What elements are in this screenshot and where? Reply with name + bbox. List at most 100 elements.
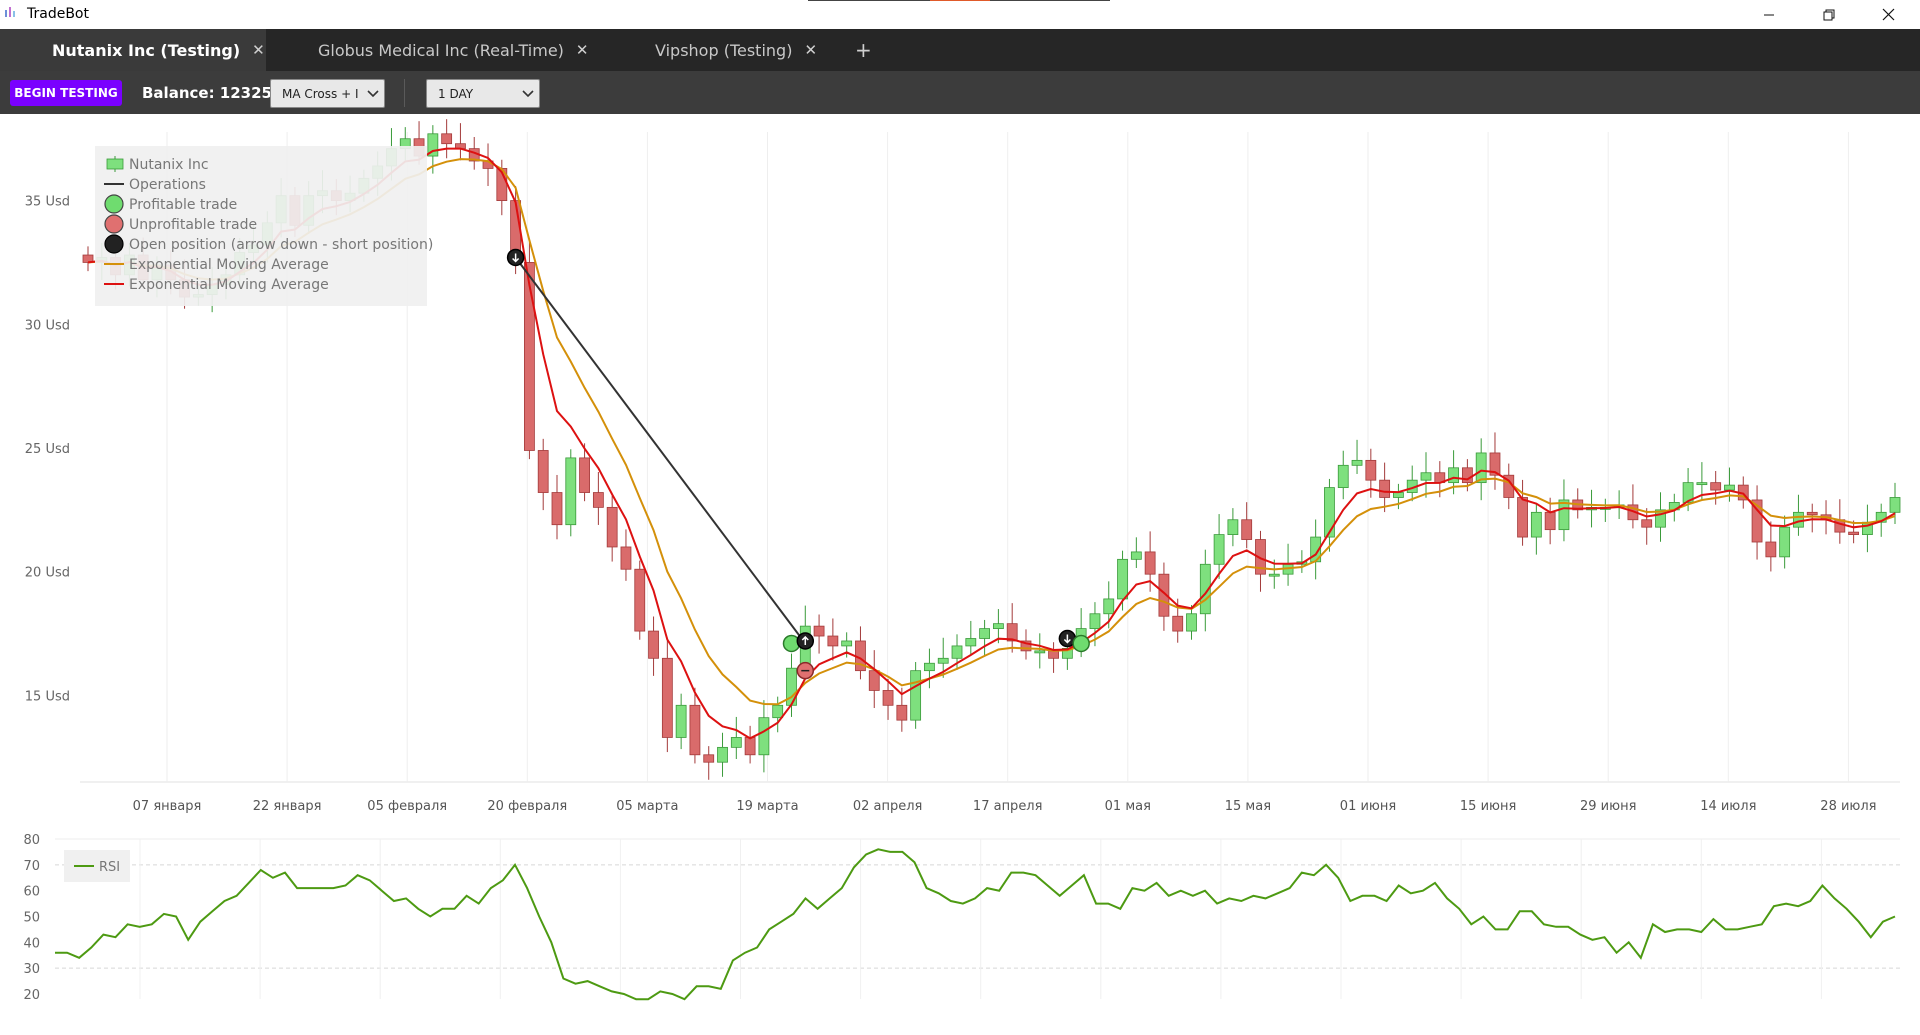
tab-nutanix[interactable]: Nutanix Inc (Testing) ✕ [0,29,266,71]
candle-body [1241,519,1253,540]
candle-body [1848,531,1860,535]
tab-globus-medical[interactable]: Globus Medical Inc (Real-Time) ✕ [318,29,589,71]
restore-button[interactable] [1806,0,1852,29]
candle-body [634,568,646,632]
candle-body [1351,459,1363,466]
candle-icon-body [106,158,124,170]
x-tick-label: 14 июля [1700,799,1756,814]
interval-select[interactable]: 1 DAY [426,79,540,108]
arrow-down-icon [1063,634,1071,644]
candle-body [1117,558,1128,600]
minimize-button[interactable] [1746,0,1792,29]
candle-body [565,457,577,526]
candle-body [744,737,756,756]
legend-item: Operations [104,177,206,193]
candle-body [579,457,590,493]
candle-body [1172,615,1184,632]
chart-area[interactable]: 35 Usd 30 Usd 25 Usd 20 Usd 15 Usd 07 января… [0,114,1920,1030]
candle-body [1255,539,1266,575]
trade-marker-profit-close[interactable] [1072,634,1090,653]
x-tick-label: 01 июня [1340,799,1396,814]
candle-body [703,754,715,763]
rsi-y-tick-label: 80 [23,833,40,848]
trade-marker-open-short[interactable] [506,248,525,267]
candle-body [896,704,908,721]
candle-body [1379,479,1391,498]
x-tick-label: 28 июля [1820,799,1876,814]
candle-body [1089,613,1101,630]
close-icon [1882,8,1894,21]
candle-body [1655,509,1666,528]
y-tick-label: 30 Usd [25,318,70,333]
circle-icon [104,214,124,234]
rsi-legend-label: RSI [99,860,120,875]
price-x-axis: 07 января 22 января 05 февраля 20 февраля 05… [133,799,1877,814]
candle-body [620,546,632,570]
legend-label: Open position (arrow down - short positi… [129,237,433,253]
tab-close-icon[interactable]: ✕ [575,41,589,59]
y-tick-label: 25 Usd [25,442,70,457]
candle-body [827,635,839,647]
legend-item: Nutanix Inc [106,156,209,173]
x-tick-label: 05 марта [616,799,678,814]
interval-value: 1 DAY [438,86,474,101]
legend-background [95,146,427,306]
rsi-grid [55,838,1900,999]
tab-label: Globus Medical Inc (Real-Time) [318,40,564,60]
candle-body [1779,526,1791,558]
candle-body [1544,511,1556,531]
x-tick-label: 29 июня [1580,799,1636,814]
price-grid [80,132,1900,783]
candle-body [661,657,673,738]
trade-marker-open-short[interactable] [1058,629,1077,648]
candle-body [551,492,563,526]
candle-body [1558,499,1570,531]
candle-body [1641,519,1653,528]
plus-icon: + [855,38,872,62]
candle-body [951,645,963,659]
tab-vipshop[interactable]: Vipshop (Testing) ✕ [655,29,817,71]
x-tick-label: 01 мая [1105,799,1151,814]
x-tick-label: 20 февраля [487,799,567,814]
tab-label: Vipshop (Testing) [655,40,793,60]
tab-close-icon[interactable]: ✕ [252,41,265,59]
title-decoration-accent [930,0,990,1]
candle-body [1158,573,1170,617]
tab-close-icon[interactable]: ✕ [804,41,818,59]
app-logo-icon [5,7,15,17]
candle-body [1448,467,1459,484]
candle-body [1393,492,1404,498]
legend-label: Exponential Moving Average [129,257,329,273]
chevron-down-icon [517,80,539,107]
candle-body [1530,511,1542,538]
candle-body [1461,467,1473,484]
close-button[interactable] [1865,0,1911,29]
candle-body [592,492,604,508]
circle-icon [104,194,124,214]
legend-label: Nutanix Inc [129,157,209,173]
legend-label: Operations [129,177,206,193]
chart-svg[interactable]: 35 Usd 30 Usd 25 Usd 20 Usd 15 Usd 07 января… [0,114,1920,1030]
legend-item: Exponential Moving Average [104,257,329,273]
candle-body [1889,497,1901,513]
candle-body [82,254,94,263]
trade-marker-loss-close[interactable] [796,661,815,680]
candles [82,119,1901,780]
candle-body [1199,563,1211,615]
strategy-value: MA Cross + I [282,86,359,101]
begin-testing-button[interactable]: BEGIN TESTING [10,80,122,106]
y-tick-label: 20 Usd [25,566,70,581]
strategy-select[interactable]: MA Cross + I [270,79,385,108]
y-tick-label: 35 Usd [25,195,70,210]
candle-body [965,638,977,647]
candle-body [1489,452,1501,476]
new-tab-button[interactable]: + [855,29,872,71]
trade-markers[interactable] [506,248,1090,680]
trade-marker-open-long[interactable] [796,632,815,650]
candle-body [717,746,728,763]
candle-body [648,630,659,659]
legend-item: Exponential Moving Average [104,277,329,293]
candle-body [1213,534,1225,565]
x-tick-label: 05 февраля [367,799,447,814]
candle-body [1420,472,1432,481]
